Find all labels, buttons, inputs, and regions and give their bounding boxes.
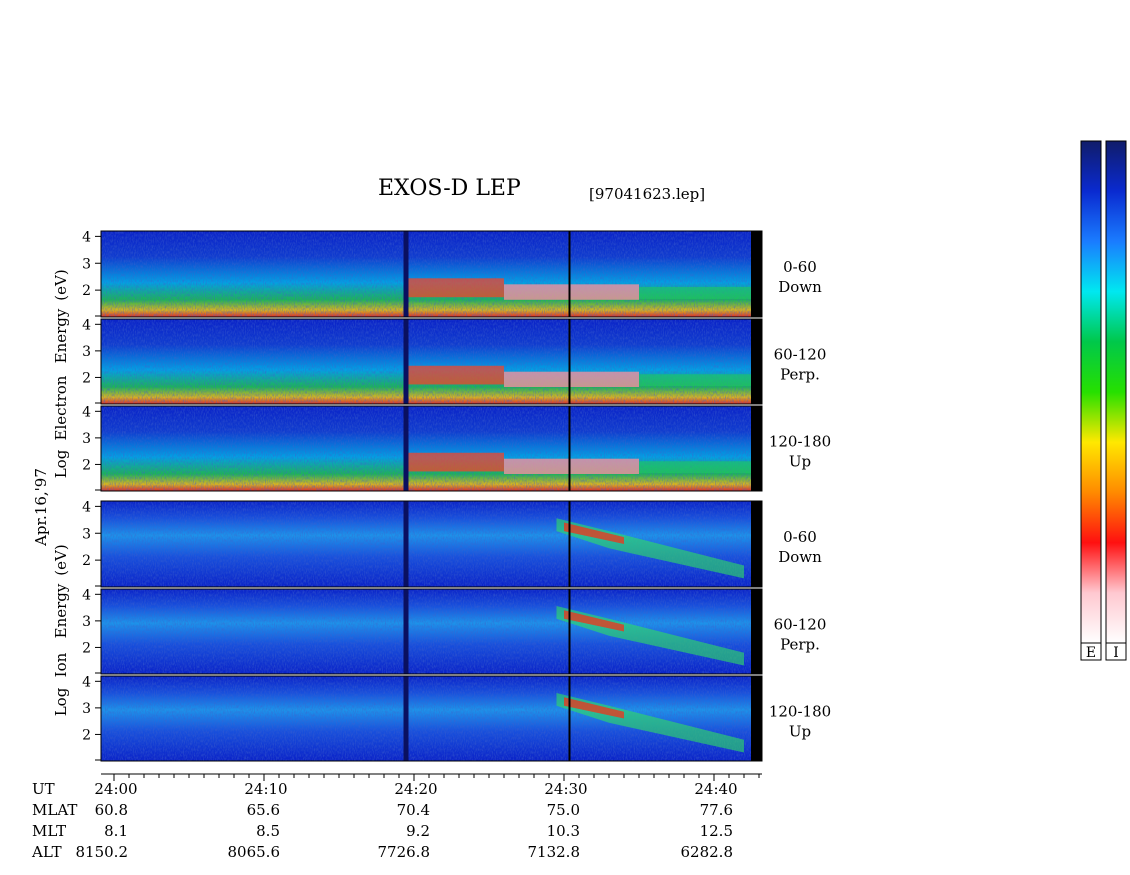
- y-tick-label: 2: [82, 457, 91, 473]
- file-label: [97041623.lep]: [589, 185, 706, 203]
- x-tick-label: 24:00: [94, 780, 137, 798]
- y-tick-label: 4: [82, 499, 91, 515]
- orbit-value: 77.6: [700, 801, 733, 819]
- y-tick-label: 2: [82, 370, 91, 386]
- orbit-row-label: ALT: [31, 843, 62, 861]
- orbit-value: 7132.8: [528, 843, 581, 861]
- y-tick-label: 2: [82, 727, 91, 743]
- pitch-direction-label: Perp.: [780, 366, 820, 384]
- spectrogram-panel-2: [100, 318, 763, 405]
- x-tick-label: 24:20: [394, 780, 437, 798]
- chart-title: EXOS-D LEP: [378, 176, 521, 201]
- y-tick-label: 2: [82, 553, 91, 569]
- y-tick-label: 3: [82, 344, 91, 360]
- orbit-value: 12.5: [700, 822, 733, 840]
- y-tick-label: 4: [82, 317, 91, 333]
- orbit-value: 65.6: [247, 801, 280, 819]
- electron-ylabel-electron: Electron: [52, 375, 70, 440]
- ion-ylabel-ion: Ion: [52, 652, 70, 677]
- orbit-value: 8.1: [104, 822, 128, 840]
- pitch-angle-label: 60-120: [774, 616, 827, 634]
- y-tick-label: 4: [82, 674, 91, 690]
- electron-ylabel-energy: Energy: [52, 308, 70, 363]
- pitch-direction-label: Up: [789, 453, 811, 471]
- x-tick-label: 24:10: [244, 780, 287, 798]
- y-tick-label: 4: [82, 229, 91, 245]
- y-tick-label: 4: [82, 404, 91, 420]
- y-tick-label: 3: [82, 614, 91, 630]
- orbit-value: 8065.6: [228, 843, 281, 861]
- pitch-direction-label: Perp.: [780, 636, 820, 654]
- spectrogram-panel-3: [100, 405, 763, 492]
- spectrogram-panel-5: [100, 588, 763, 675]
- spectrogram-panel-4: [100, 500, 763, 588]
- orbit-row-label: UT: [32, 780, 55, 798]
- electron-ylabel-unit: (eV): [52, 269, 70, 300]
- y-tick-label: 4: [82, 587, 91, 603]
- pitch-angle-label: 0-60: [783, 258, 817, 276]
- colorbar-E: [1080, 140, 1102, 661]
- orbit-value: 8.5: [256, 822, 280, 840]
- y-tick-label: 3: [82, 256, 91, 272]
- pitch-direction-label: Up: [789, 723, 811, 741]
- pitch-angle-label: 0-60: [783, 528, 817, 546]
- pitch-direction-label: Down: [778, 278, 822, 296]
- pitch-angle-label: 60-120: [774, 346, 827, 364]
- orbit-value: 70.4: [397, 801, 430, 819]
- ion-ylabel-energy: Energy: [52, 583, 70, 638]
- x-tick-label: 24:40: [694, 780, 737, 798]
- y-tick-label: 3: [82, 526, 91, 542]
- ion-ylabel-unit: (eV): [52, 544, 70, 575]
- orbit-value: 75.0: [547, 801, 580, 819]
- ion-ylabel-log: Log: [52, 687, 70, 716]
- date-label: Apr.16,'97: [32, 468, 50, 547]
- spectrogram-panel-1: [100, 230, 763, 318]
- orbit-value: 7726.8: [378, 843, 431, 861]
- orbit-value: 10.3: [547, 822, 580, 840]
- pitch-angle-label: 120-180: [769, 433, 831, 451]
- y-tick-label: 3: [82, 431, 91, 447]
- y-tick-label: 3: [82, 701, 91, 717]
- colorbar-label: I: [1113, 645, 1119, 661]
- orbit-row-label: MLAT: [32, 801, 77, 819]
- colorbar-label: E: [1086, 645, 1096, 661]
- pitch-angle-label: 120-180: [769, 703, 831, 721]
- orbit-value: 8150.2: [76, 843, 129, 861]
- electron-ylabel-log: Log: [52, 449, 70, 478]
- colorbar-I: [1105, 140, 1127, 661]
- orbit-value: 60.8: [95, 801, 128, 819]
- orbit-value: 6282.8: [681, 843, 734, 861]
- x-tick-label: 24:30: [544, 780, 587, 798]
- spectrogram-panel-6: [100, 675, 763, 762]
- orbit-row-label: MLT: [32, 822, 66, 840]
- orbit-value: 9.2: [406, 822, 430, 840]
- pitch-direction-label: Down: [778, 548, 822, 566]
- y-tick-label: 2: [82, 640, 91, 656]
- y-tick-label: 2: [82, 283, 91, 299]
